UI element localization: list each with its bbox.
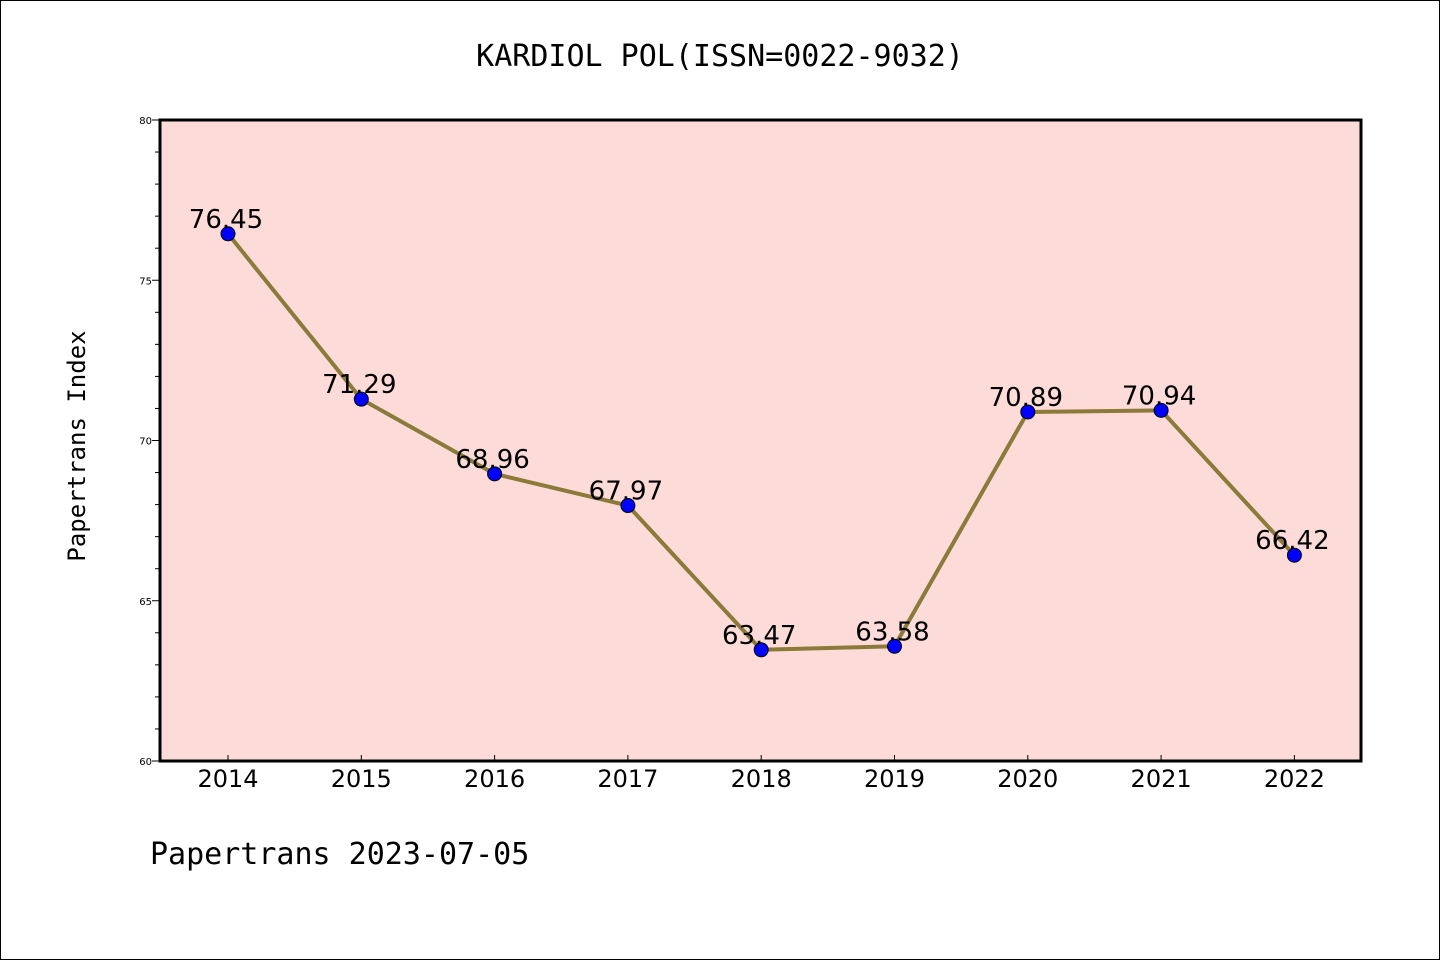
data-label: 70.94 xyxy=(1122,381,1196,411)
x-tick-label: 2020 xyxy=(997,765,1058,793)
x-tick-label: 2015 xyxy=(331,765,392,793)
x-axis: 2014 2015 2016 2017 2018 2019 2020 2021 2022 xyxy=(197,755,1325,793)
y-axis: 60 65 70 75 80 xyxy=(139,116,160,768)
data-label: 66.42 xyxy=(1255,526,1329,556)
data-point-marker xyxy=(1286,547,1302,563)
data-labels: 76.45 71.29 68.96 67.97 63.47 63.58 70.89 70.94… xyxy=(189,205,1330,651)
data-point-marker xyxy=(487,466,503,482)
data-point-marker xyxy=(620,498,636,514)
data-label: 71.29 xyxy=(322,370,396,400)
data-point-marker xyxy=(753,642,769,658)
data-point-marker xyxy=(220,226,236,242)
data-label: 63.47 xyxy=(722,621,796,651)
y-tick-label: 60 xyxy=(139,757,152,768)
footer-source-date: Papertrans 2023-07-05 xyxy=(150,837,529,872)
y-axis-label: Papertrans Index xyxy=(63,330,91,561)
data-point-marker xyxy=(353,391,369,407)
data-markers xyxy=(220,226,1302,658)
x-tick-label: 2018 xyxy=(731,765,792,793)
data-label: 68.96 xyxy=(455,445,529,475)
data-label: 67.97 xyxy=(589,477,663,507)
x-tick-label: 2019 xyxy=(864,765,925,793)
plot-area xyxy=(158,118,1363,763)
x-tick-label: 2014 xyxy=(197,765,258,793)
data-point-marker xyxy=(1153,402,1169,418)
x-tick-label: 2021 xyxy=(1131,765,1192,793)
x-tick-label: 2017 xyxy=(597,765,658,793)
data-label: 76.45 xyxy=(189,205,263,235)
y-tick-label: 65 xyxy=(139,597,152,608)
data-label: 63.58 xyxy=(855,617,929,647)
data-label: 70.89 xyxy=(989,383,1063,413)
x-tick-label: 2022 xyxy=(1264,765,1325,793)
x-tick-label: 2016 xyxy=(464,765,525,793)
y-tick-label: 75 xyxy=(139,276,152,287)
chart-title: KARDIOL POL(ISSN=0022-9032) xyxy=(476,39,964,74)
data-point-marker xyxy=(1020,404,1036,420)
y-tick-label: 80 xyxy=(139,116,152,127)
y-tick-label: 70 xyxy=(139,437,152,448)
data-point-marker xyxy=(887,638,902,654)
